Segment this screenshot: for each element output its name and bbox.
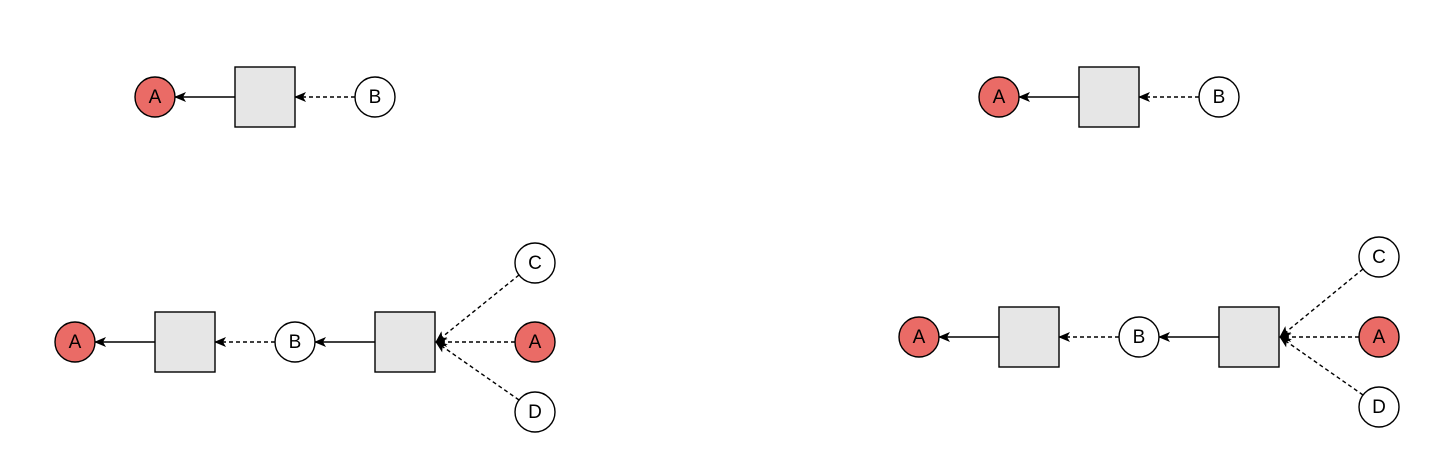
node-circle <box>514 391 556 433</box>
node-circle <box>1358 316 1400 358</box>
node-bottom-right-a1: A <box>898 316 940 358</box>
node-label: D <box>528 402 542 423</box>
top-right-box-1 <box>1078 66 1140 128</box>
node-bottom-left-a1: A <box>54 321 96 363</box>
node-label: D <box>1372 397 1386 418</box>
top-left-box-1 <box>234 66 296 128</box>
node-circle <box>1118 316 1160 358</box>
node-label: A <box>149 87 162 108</box>
node-bottom-left-c: C <box>514 242 556 284</box>
node-bottom-right-d: D <box>1358 386 1400 428</box>
node-circle <box>274 321 316 363</box>
node-circle <box>54 321 96 363</box>
node-label: A <box>993 87 1006 108</box>
node-label: B <box>1213 87 1226 108</box>
node-circle <box>978 76 1020 118</box>
node-circle <box>134 76 176 118</box>
dashed-arrow-bottom-left-3 <box>435 274 520 343</box>
node-circle <box>1358 236 1400 278</box>
node-bottom-right-a2: A <box>1358 316 1400 358</box>
dashed-arrow-bottom-right-5 <box>1279 336 1364 396</box>
node-bottom-right-c: C <box>1358 236 1400 278</box>
node-label: C <box>528 253 542 274</box>
node-circle <box>514 321 556 363</box>
node-top-right-b: B <box>1198 76 1240 118</box>
bottom-right-box-1 <box>998 306 1060 368</box>
node-top-left-b: B <box>354 76 396 118</box>
dashed-arrow-bottom-right-3 <box>1279 268 1364 338</box>
node-circle <box>898 316 940 358</box>
node-label: C <box>1372 247 1386 268</box>
node-top-right-a: A <box>978 76 1020 118</box>
node-circle <box>1198 76 1240 118</box>
node-label: A <box>69 332 82 353</box>
node-circle <box>354 76 396 118</box>
node-bottom-left-d: D <box>514 391 556 433</box>
node-bottom-right-b: B <box>1118 316 1160 358</box>
node-label: B <box>289 332 302 353</box>
node-label: A <box>1373 327 1386 348</box>
bottom-right-box-2 <box>1218 306 1280 368</box>
node-label: A <box>913 327 926 348</box>
node-label: B <box>1133 327 1146 348</box>
node-top-left-a: A <box>134 76 176 118</box>
bottom-left-box-1 <box>154 311 216 373</box>
node-bottom-left-b: B <box>274 321 316 363</box>
node-circle <box>514 242 556 284</box>
node-bottom-left-a2: A <box>514 321 556 363</box>
dashed-arrow-bottom-left-5 <box>435 341 520 401</box>
node-circle <box>1358 386 1400 428</box>
bottom-left-box-2 <box>374 311 436 373</box>
node-label: A <box>529 332 542 353</box>
node-label: B <box>369 87 382 108</box>
